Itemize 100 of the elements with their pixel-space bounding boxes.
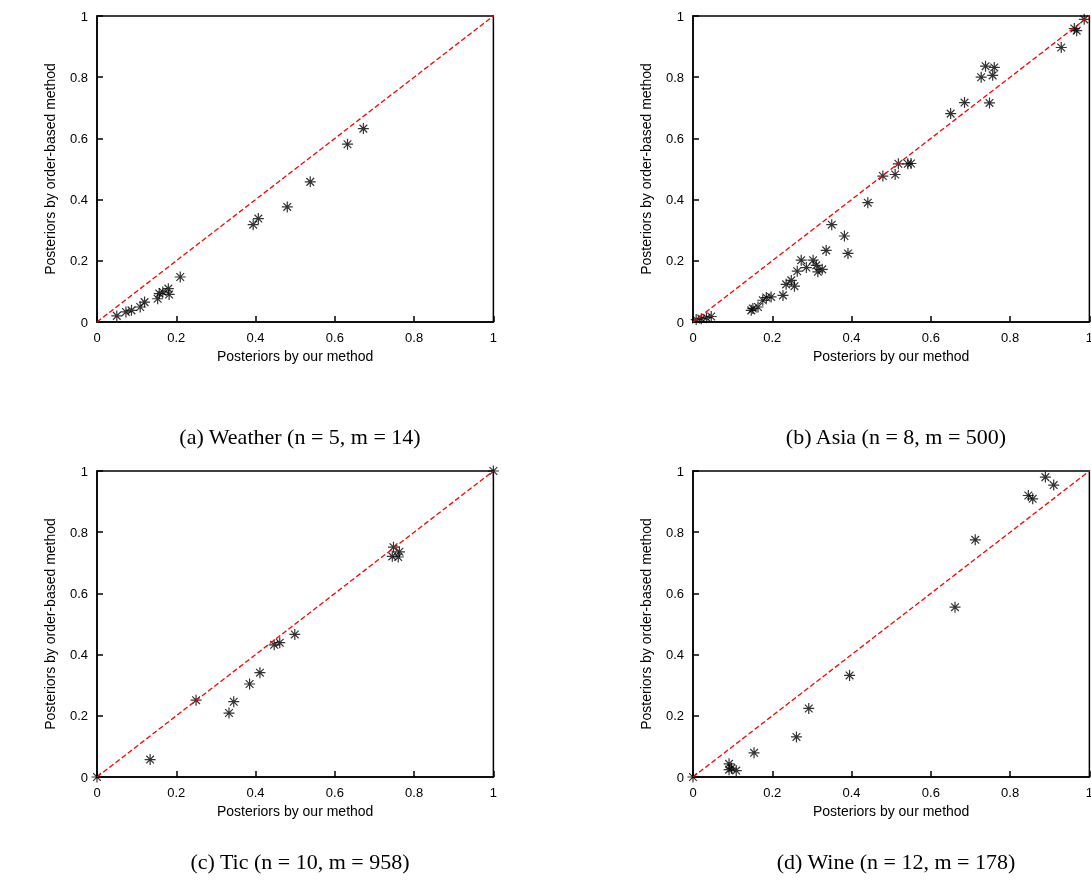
y-tick-label: 0 <box>80 769 88 785</box>
point <box>1055 41 1068 54</box>
point <box>944 107 957 120</box>
point <box>288 628 301 641</box>
x-tick-label: 0.6 <box>921 330 940 345</box>
point <box>722 757 736 770</box>
point <box>760 291 773 304</box>
point <box>958 96 971 109</box>
y-tick-label: 0.6 <box>69 130 88 146</box>
y-tick-label: 0.4 <box>665 192 684 208</box>
point <box>393 545 406 558</box>
text: (b) Asia (n = 8, m = 500) <box>785 423 1007 449</box>
text: (d) Wine (n = 12, m = 178) <box>776 848 1016 874</box>
point <box>700 311 713 324</box>
point <box>730 764 743 777</box>
point <box>487 464 500 478</box>
x-tick-label: 0 <box>93 785 101 800</box>
x-axis-title: Posteriors by our method <box>812 802 970 819</box>
x-tick-label: 1 <box>489 330 497 345</box>
x-tick-label: 0.4 <box>246 330 265 345</box>
point <box>802 702 815 715</box>
point <box>190 694 203 707</box>
y-axis-title: Posteriors by order-based method <box>638 518 654 730</box>
x-tick-label: 0.6 <box>921 785 940 800</box>
point <box>144 753 157 766</box>
x-tick-label: 0.2 <box>763 785 782 800</box>
point <box>1026 492 1039 505</box>
x-tick-label: 0 <box>689 330 697 345</box>
y-axis-title: Posteriors by order-based method <box>42 518 58 730</box>
point <box>281 200 294 214</box>
y-tick-label: 0.6 <box>69 585 88 601</box>
y-tick-label: 1 <box>80 8 88 24</box>
y-tick-label: 0 <box>80 314 88 330</box>
x-axis-title: Posteriors by our method <box>216 347 374 364</box>
text: (c) Tic (n = 10, m = 958) <box>190 848 410 874</box>
y-axis-title: Posteriors by order-based method <box>42 63 58 275</box>
x-tick-label: 0.8 <box>405 785 424 800</box>
point <box>90 770 104 784</box>
x-tick-label: 0.8 <box>1001 785 1020 800</box>
point <box>138 296 151 309</box>
x-tick-label: 0 <box>93 330 101 345</box>
x-tick-label: 0.4 <box>842 785 861 800</box>
y-tick-label: 0.4 <box>69 192 88 208</box>
x-tick-label: 1 <box>489 785 497 800</box>
point <box>948 601 962 614</box>
point <box>876 169 889 183</box>
y-tick-label: 0.2 <box>69 708 88 724</box>
point <box>811 265 824 278</box>
point <box>341 138 354 151</box>
point <box>268 638 281 651</box>
point <box>243 677 256 691</box>
point <box>1039 471 1052 484</box>
x-tick-label: 0.6 <box>325 330 344 345</box>
y-tick-label: 0.2 <box>665 253 684 269</box>
point <box>357 122 370 135</box>
point <box>686 770 700 784</box>
point <box>253 666 267 679</box>
point <box>273 636 286 649</box>
point <box>904 157 918 170</box>
point <box>134 300 147 314</box>
y-tick-label: 0.2 <box>665 708 684 724</box>
y-tick-label: 0.8 <box>69 69 88 85</box>
point <box>110 309 123 322</box>
point <box>807 254 820 267</box>
point <box>983 96 996 109</box>
point <box>252 212 265 225</box>
x-tick-label: 0.2 <box>167 330 186 345</box>
point <box>825 218 838 231</box>
y-tick-label: 0.6 <box>665 585 684 601</box>
point <box>861 196 874 209</box>
point <box>705 310 718 323</box>
x-tick-label: 0.2 <box>167 785 186 800</box>
point <box>800 261 813 274</box>
point <box>695 312 708 325</box>
point <box>392 550 405 564</box>
point <box>820 244 833 257</box>
x-tick-label: 0.4 <box>842 330 861 345</box>
point <box>304 175 317 188</box>
x-tick-label: 0.2 <box>763 330 782 345</box>
x-axis-title: Posteriors by our method <box>216 802 374 819</box>
point <box>816 263 829 276</box>
point <box>790 730 803 744</box>
point <box>841 247 855 260</box>
point <box>1047 478 1060 492</box>
x-tick-label: 0.6 <box>325 785 344 800</box>
point <box>162 282 175 295</box>
point <box>788 280 801 293</box>
point <box>969 533 982 546</box>
text: (a) Weather (n = 5, m = 14) <box>179 423 421 449</box>
point <box>247 218 260 231</box>
point <box>838 229 851 243</box>
y-tick-label: 0.4 <box>665 647 684 663</box>
point <box>163 288 176 301</box>
point <box>1022 489 1035 502</box>
y-tick-label: 0.8 <box>665 69 684 85</box>
x-tick-label: 0 <box>689 785 697 800</box>
x-tick-label: 0.8 <box>405 330 424 345</box>
y-tick-label: 0 <box>676 769 684 785</box>
point <box>810 259 823 272</box>
x-tick-label: 0.4 <box>246 785 265 800</box>
